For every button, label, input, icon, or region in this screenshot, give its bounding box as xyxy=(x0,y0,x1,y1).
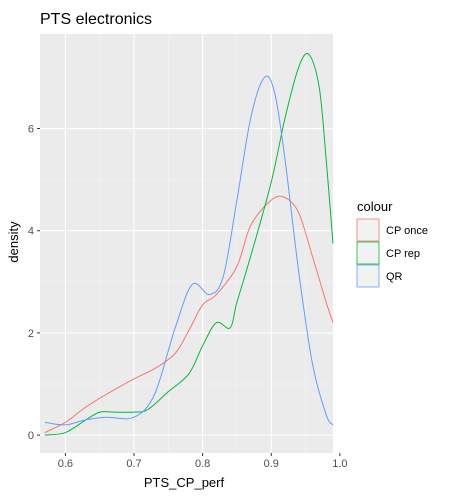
legend-key-qr xyxy=(357,265,379,287)
y-tick-label: 4 xyxy=(28,226,34,238)
y-axis-title: density xyxy=(6,221,21,263)
legend-key-cp-once xyxy=(357,219,379,241)
x-axis-title: PTS_CP_perf xyxy=(144,475,225,490)
legend-label-qr: QR xyxy=(386,271,403,283)
y-tick-labels: 0 2 4 6 xyxy=(28,124,34,443)
legend: colour CP once CP rep QR xyxy=(357,199,428,287)
x-tick-label: 1.0 xyxy=(332,458,347,470)
y-tick-label: 6 xyxy=(28,124,34,136)
x-tick-label: 0.7 xyxy=(126,458,141,470)
x-tick-label: 0.8 xyxy=(195,458,210,470)
legend-label-cp-once: CP once xyxy=(386,225,428,237)
legend-label-cp-rep: CP rep xyxy=(386,248,420,260)
legend-title: colour xyxy=(357,199,393,214)
plot-panel xyxy=(40,34,333,453)
y-tick-label: 2 xyxy=(28,328,34,340)
x-tick-labels: 0.6 0.7 0.8 0.9 1.0 xyxy=(58,458,348,470)
legend-key-cp-rep xyxy=(357,242,379,264)
x-tick-label: 0.9 xyxy=(264,458,279,470)
chart-title: PTS electronics xyxy=(40,11,152,28)
y-tick-label: 0 xyxy=(28,430,34,442)
x-tick-label: 0.6 xyxy=(58,458,73,470)
